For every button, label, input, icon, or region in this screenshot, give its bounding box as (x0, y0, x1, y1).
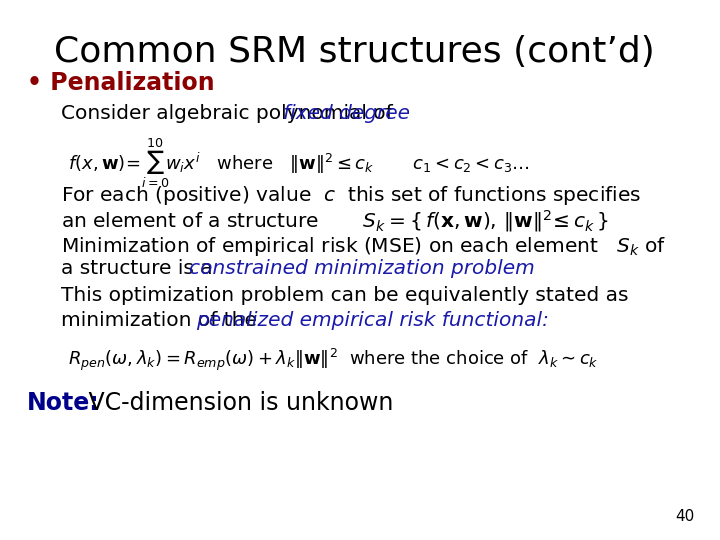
Text: penalized empirical risk functional:: penalized empirical risk functional: (196, 310, 549, 329)
Text: constrained minimization problem: constrained minimization problem (189, 259, 535, 278)
Text: $R_{pen}(\omega,\lambda_k) = R_{emp}(\omega) + \lambda_k\|\mathbf{w}\|^2$  where: $R_{pen}(\omega,\lambda_k) = R_{emp}(\om… (68, 347, 599, 373)
Text: fixed degree: fixed degree (283, 104, 410, 123)
Text: Minimization of empirical risk (MSE) on each element   $S_k$ of: Minimization of empirical risk (MSE) on … (61, 235, 667, 258)
Text: VC-dimension is unknown: VC-dimension is unknown (81, 392, 394, 415)
Text: $f(x,\mathbf{w})\!=\!\sum_{i=0}^{10}\!w_i x^i$   where   $\|\mathbf{w}\|^2 \leq : $f(x,\mathbf{w})\!=\!\sum_{i=0}^{10}\!w_… (68, 136, 531, 190)
Text: a structure is a: a structure is a (61, 259, 219, 278)
Text: • Penalization: • Penalization (27, 71, 215, 95)
Text: Common SRM structures (cont’d): Common SRM structures (cont’d) (54, 35, 654, 69)
Text: minimization of the: minimization of the (61, 310, 264, 329)
Text: This optimization problem can be equivalently stated as: This optimization problem can be equival… (61, 286, 629, 305)
Text: an element of a structure       $S_k = \{\, f(\mathbf{x},\mathbf{w}),\,\|\mathbf: an element of a structure $S_k = \{\, f(… (61, 208, 609, 234)
Text: Note:: Note: (27, 392, 100, 415)
Text: Consider algebraic polynomial of: Consider algebraic polynomial of (61, 104, 400, 123)
Text: For each (positive) value  $c$  this set of functions specifies: For each (positive) value $c$ this set o… (61, 184, 642, 207)
Text: 40: 40 (675, 509, 695, 524)
